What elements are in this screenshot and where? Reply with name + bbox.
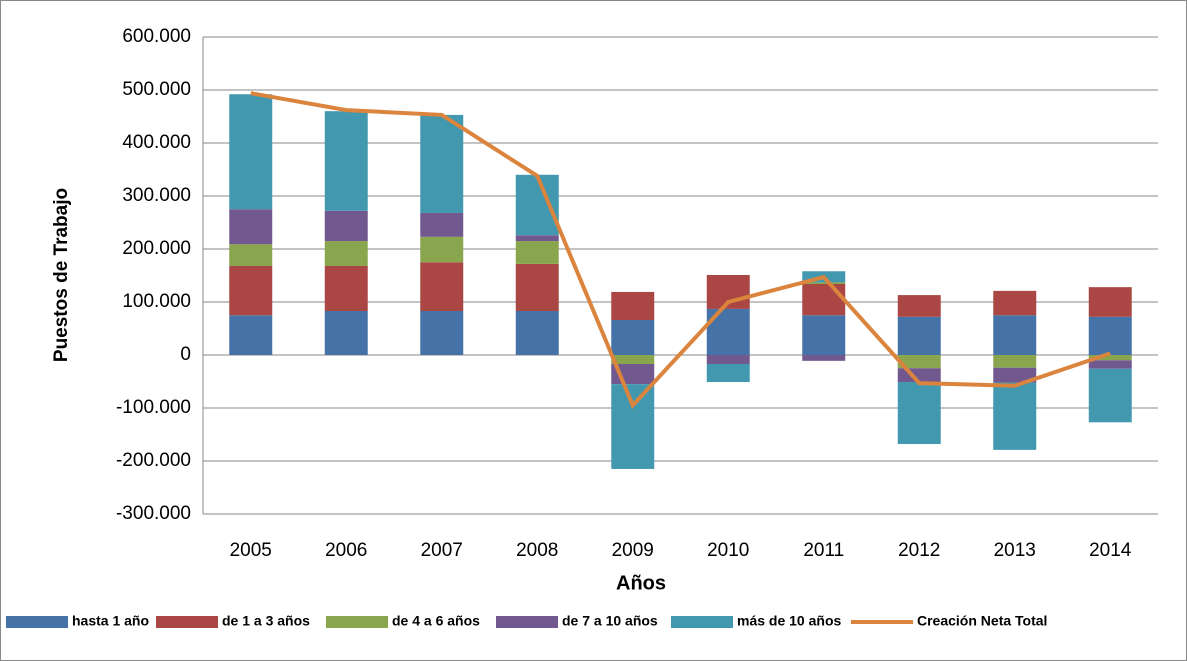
legend-label: más de 10 años: [737, 613, 841, 629]
y-tick-label: 200.000: [122, 238, 191, 259]
x-tick-label: 2011: [803, 540, 844, 561]
bar: [324, 241, 368, 266]
x-tick-label: 2006: [325, 540, 367, 561]
legend-label: hasta 1 año: [72, 613, 149, 629]
bar: [802, 315, 846, 355]
bar: [897, 368, 941, 383]
bar: [993, 290, 1037, 316]
bar: [993, 382, 1037, 450]
bar: [515, 263, 559, 312]
legend-swatch: [496, 616, 558, 628]
y-tick-label: 0: [180, 344, 191, 365]
legend-swatch: [326, 616, 388, 628]
x-axis-label: Años: [616, 572, 666, 594]
y-tick-label: -200.000: [116, 450, 191, 471]
bar: [420, 236, 464, 263]
x-tick-label: 2012: [898, 540, 940, 561]
x-tick-label: 2010: [707, 540, 749, 561]
bar: [420, 212, 464, 237]
legend-label: de 7 a 10 años: [562, 613, 658, 629]
bar: [229, 94, 273, 210]
y-tick-label: -300.000: [116, 503, 191, 524]
bar: [1088, 316, 1132, 355]
bar: [706, 364, 750, 383]
bar: [229, 265, 273, 316]
y-tick-label: 400.000: [122, 132, 191, 153]
bar: [993, 355, 1037, 368]
legend-label: de 4 a 6 años: [392, 613, 480, 629]
legend-swatch: [156, 616, 218, 628]
bar: [1088, 287, 1132, 317]
bar: [1088, 360, 1132, 369]
bar: [515, 241, 559, 264]
y-tick-label: 500.000: [122, 79, 191, 100]
bar: [420, 262, 464, 312]
y-tick-label: 600.000: [122, 26, 191, 47]
bar: [515, 235, 559, 242]
bar: [420, 311, 464, 355]
bar: [802, 283, 846, 316]
bar: [802, 282, 846, 284]
bar: [324, 210, 368, 242]
bar: [897, 316, 941, 355]
bar: [324, 265, 368, 312]
x-tick-label: 2007: [421, 540, 463, 561]
bar: [611, 320, 655, 355]
x-tick-label: 2014: [1089, 540, 1132, 561]
bar: [1088, 355, 1132, 361]
bar: [802, 355, 846, 361]
bar: [993, 315, 1037, 355]
bar: [420, 114, 464, 213]
bar: [611, 384, 655, 469]
bar: [1088, 368, 1132, 423]
x-tick-label: 2009: [612, 540, 654, 561]
x-tick-label: 2005: [230, 540, 272, 561]
legend-swatch: [6, 616, 68, 628]
legend-swatch: [671, 616, 733, 628]
y-tick-label: 300.000: [122, 185, 191, 206]
line: [250, 91, 1111, 409]
bar: [229, 209, 273, 245]
bar: [897, 355, 941, 369]
bar: [515, 174, 559, 236]
x-tick-label: 2013: [994, 540, 1036, 561]
bar: [993, 367, 1037, 383]
legend-label: Creación Neta Total: [917, 613, 1047, 629]
y-tick-label: 100.000: [122, 291, 191, 312]
bar: [324, 111, 368, 211]
y-tick-label: -100.000: [116, 397, 191, 418]
bar: [229, 244, 273, 266]
bar: [897, 382, 941, 445]
legend-label: de 1 a 3 años: [222, 613, 310, 629]
y-axis-label: Puestos de Trabajo: [51, 188, 72, 362]
x-tick-label: 2008: [516, 540, 558, 561]
bar: [897, 295, 941, 317]
bar: [324, 311, 368, 355]
bar: [229, 315, 273, 355]
bar: [515, 311, 559, 355]
bar: [611, 355, 655, 365]
bar: [611, 291, 655, 321]
bar: [706, 355, 750, 365]
